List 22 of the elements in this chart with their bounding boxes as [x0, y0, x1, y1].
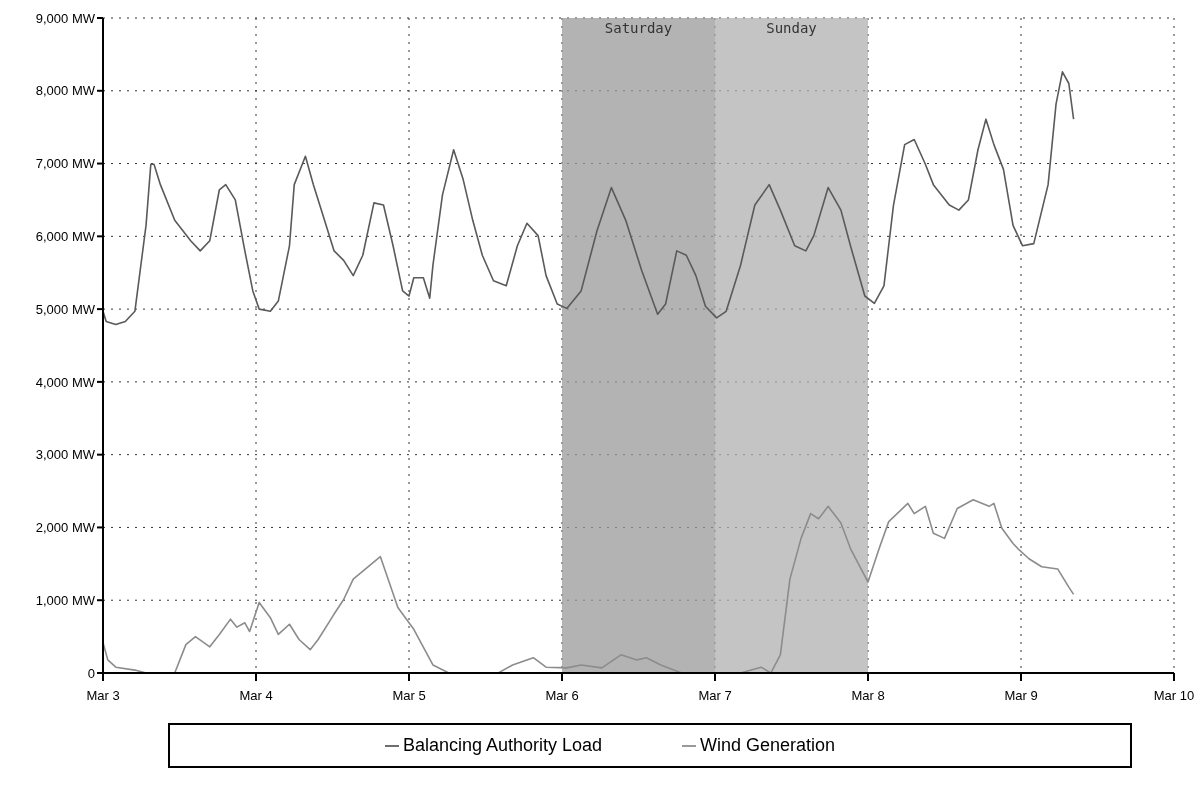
x-tick-label: Mar 7: [698, 688, 732, 704]
y-tick-label: 2,000 MW: [35, 520, 96, 536]
y-tick-label: 4,000 MW: [35, 374, 96, 390]
y-tick-label: 0: [87, 665, 95, 681]
x-tick-label: Mar 3: [86, 688, 120, 704]
y-tick-label: 7,000 MW: [35, 156, 96, 172]
y-tick-label: 8,000 MW: [35, 83, 96, 99]
x-tick-label: Mar 9: [1004, 688, 1038, 704]
y-tick-label: 6,000 MW: [35, 228, 96, 244]
band-label: Sunday: [766, 19, 817, 36]
x-tick-label: Mar 10: [1153, 688, 1195, 704]
y-tick-label: 9,000 MW: [35, 10, 96, 26]
y-tick-label: 1,000 MW: [35, 592, 96, 608]
legend-label: Wind Generation: [700, 735, 836, 755]
x-tick-label: Mar 8: [851, 688, 885, 704]
y-tick-label: 5,000 MW: [35, 301, 96, 317]
band-label: Saturday: [604, 19, 673, 36]
y-tick-label: 3,000 MW: [35, 447, 96, 463]
x-tick-label: Mar 4: [239, 688, 273, 704]
x-tick-label: Mar 6: [545, 688, 579, 704]
x-tick-label: Mar 5: [392, 688, 426, 704]
legend-label: Balancing Authority Load: [402, 735, 603, 755]
